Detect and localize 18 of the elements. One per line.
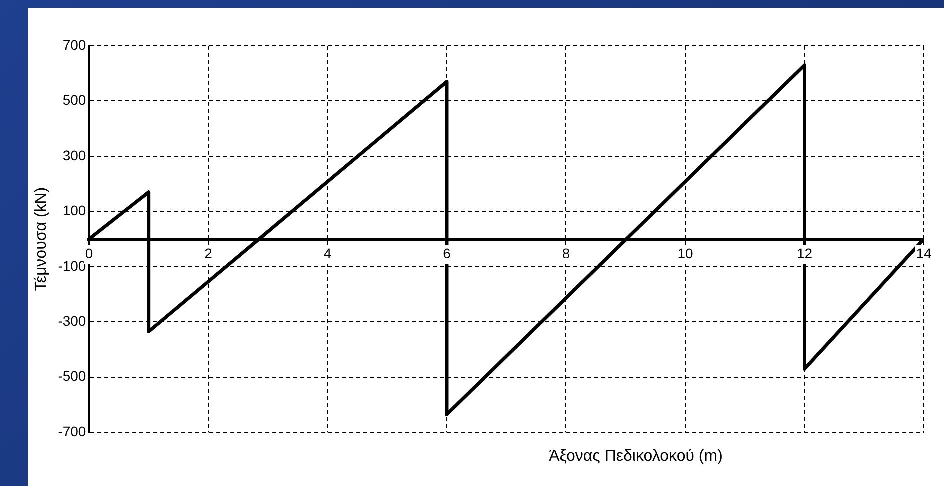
y-tick-label: 700 bbox=[62, 36, 86, 53]
x-tick-label: 14 bbox=[916, 246, 932, 262]
y-axis-title: Τέμνουσα (kN) bbox=[33, 187, 50, 292]
y-tick-label: -100 bbox=[58, 258, 86, 274]
y-tick-label: 300 bbox=[62, 147, 86, 164]
y-tick-label: -300 bbox=[58, 313, 86, 329]
x-tick-label: 10 bbox=[678, 246, 694, 262]
x-tick-label: 12 bbox=[796, 246, 813, 262]
x-tick-label: 2 bbox=[204, 246, 213, 262]
y-tick-label: 500 bbox=[62, 92, 86, 108]
x-tick-label: 6 bbox=[443, 246, 452, 262]
y-tick-label: -700 bbox=[58, 423, 86, 440]
y-tick-label: -500 bbox=[58, 368, 86, 384]
x-tick-label: 4 bbox=[324, 246, 332, 262]
x-tick-label: 8 bbox=[562, 246, 570, 262]
y-tick-label: 100 bbox=[62, 202, 86, 219]
x-tick-label: 0 bbox=[85, 246, 94, 262]
x-axis-title: Άξονας Πεδικολοκού (m) bbox=[548, 447, 724, 466]
